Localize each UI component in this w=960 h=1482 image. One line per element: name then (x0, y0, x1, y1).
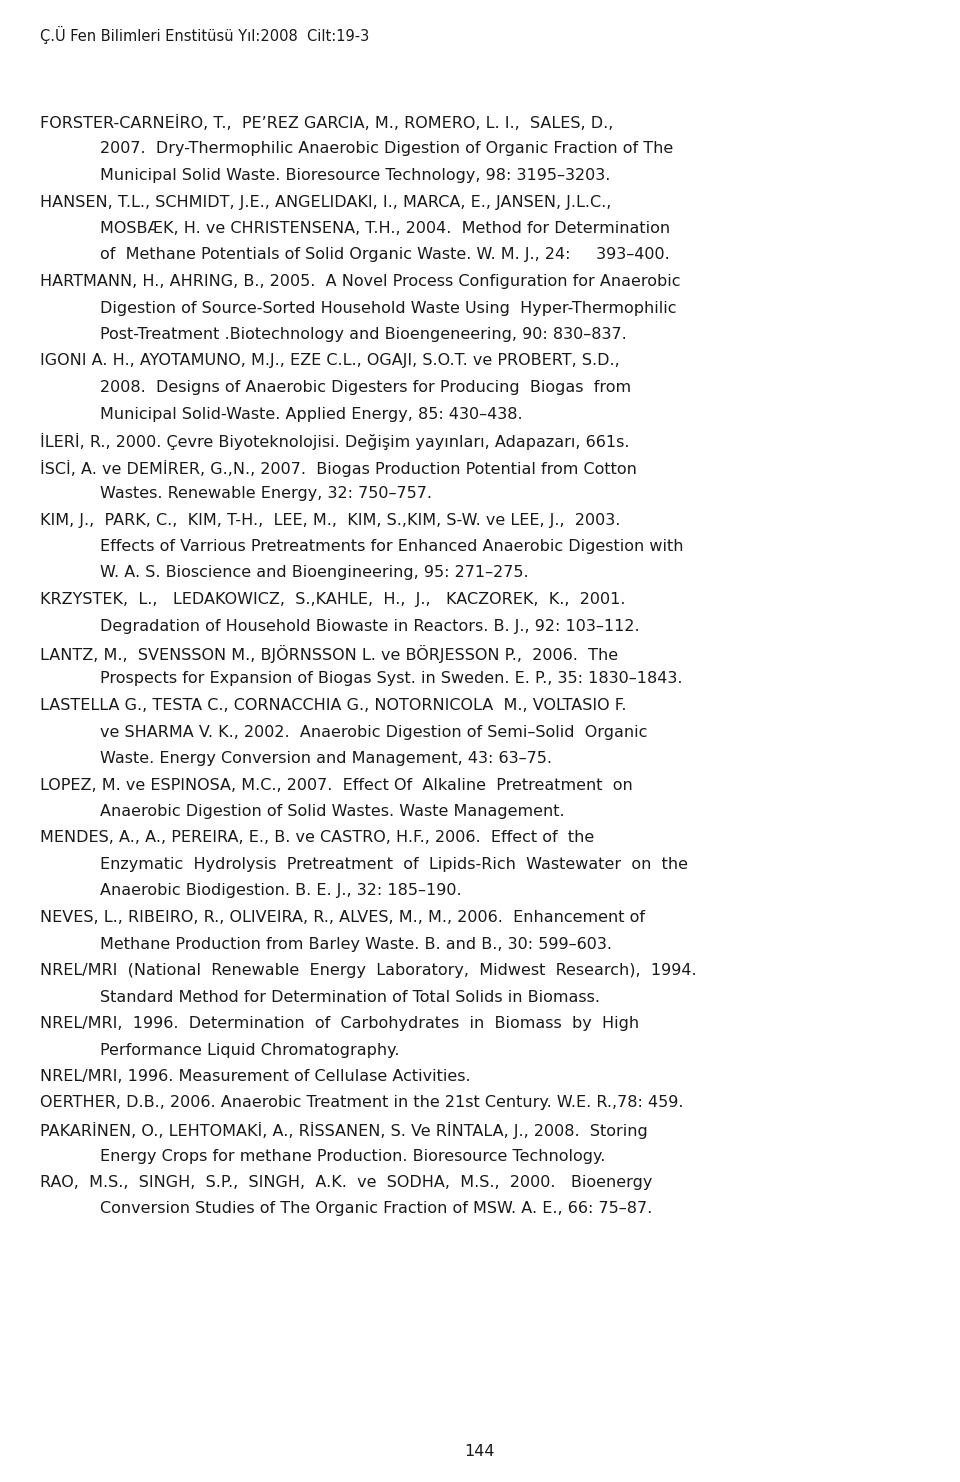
Text: Degradation of Household Biowaste in Reactors. B. J., 92: 103–112.: Degradation of Household Biowaste in Rea… (100, 618, 639, 633)
Text: ve SHARMA V. K., 2002.  Anaerobic Digestion of Semi–Solid  Organic: ve SHARMA V. K., 2002. Anaerobic Digesti… (100, 725, 647, 740)
Text: MENDES, A., A., PEREIRA, E., B. ve CASTRO, H.F., 2006.  Effect of  the: MENDES, A., A., PEREIRA, E., B. ve CASTR… (40, 830, 594, 846)
Text: Wastes. Renewable Energy, 32: 750–757.: Wastes. Renewable Energy, 32: 750–757. (100, 486, 432, 501)
Text: Energy Crops for methane Production. Bioresource Technology.: Energy Crops for methane Production. Bio… (100, 1149, 606, 1163)
Text: Waste. Energy Conversion and Management, 43: 63–75.: Waste. Energy Conversion and Management,… (100, 751, 552, 766)
Text: Municipal Solid Waste. Bioresource Technology, 98: 3195–3203.: Municipal Solid Waste. Bioresource Techn… (100, 167, 611, 182)
Text: Enzymatic  Hydrolysis  Pretreatment  of  Lipids-Rich  Wastewater  on  the: Enzymatic Hydrolysis Pretreatment of Lip… (100, 857, 688, 871)
Text: Performance Liquid Chromatography.: Performance Liquid Chromatography. (100, 1042, 399, 1058)
Text: 2008.  Designs of Anaerobic Digesters for Producing  Biogas  from: 2008. Designs of Anaerobic Digesters for… (100, 379, 631, 396)
Text: W. A. S. Bioscience and Bioengineering, 95: 271–275.: W. A. S. Bioscience and Bioengineering, … (100, 566, 529, 581)
Text: of  Methane Potentials of Solid Organic Waste. W. M. J., 24:     393–400.: of Methane Potentials of Solid Organic W… (100, 247, 670, 262)
Text: Municipal Solid-Waste. Applied Energy, 85: 430–438.: Municipal Solid-Waste. Applied Energy, 8… (100, 406, 522, 421)
Text: NEVES, L., RIBEIRO, R., OLIVEIRA, R., ALVES, M., M., 2006.  Enhancement of: NEVES, L., RIBEIRO, R., OLIVEIRA, R., AL… (40, 910, 645, 925)
Text: NREL/MRI,  1996.  Determination  of  Carbohydrates  in  Biomass  by  High: NREL/MRI, 1996. Determination of Carbohy… (40, 1017, 639, 1031)
Text: PAKARİNEN, O., LEHTOMAKİ, A., RİSSANEN, S. Ve RİNTALA, J., 2008.  Storing: PAKARİNEN, O., LEHTOMAKİ, A., RİSSANEN, … (40, 1122, 648, 1140)
Text: IGONI A. H., AYOTAMUNO, M.J., EZE C.L., OGAJI, S.O.T. ve PROBERT, S.D.,: IGONI A. H., AYOTAMUNO, M.J., EZE C.L., … (40, 354, 620, 369)
Text: RAO,  M.S.,  SINGH,  S.P.,  SINGH,  A.K.  ve  SODHA,  M.S.,  2000.   Bioenergy: RAO, M.S., SINGH, S.P., SINGH, A.K. ve S… (40, 1175, 653, 1190)
Text: NREL/MRI, 1996. Measurement of Cellulase Activities.: NREL/MRI, 1996. Measurement of Cellulase… (40, 1069, 470, 1083)
Text: İSCİ, A. ve DEMİRER, G.,N., 2007.  Biogas Production Potential from Cotton: İSCİ, A. ve DEMİRER, G.,N., 2007. Biogas… (40, 459, 636, 477)
Text: FORSTER-CARNEİRO, T.,  PEʼREZ GARCIA, M., ROMERO, L. I.,  SALES, D.,: FORSTER-CARNEİRO, T., PEʼREZ GARCIA, M.,… (40, 116, 613, 130)
Text: 2007.  Dry-Thermophilic Anaerobic Digestion of Organic Fraction of The: 2007. Dry-Thermophilic Anaerobic Digesti… (100, 141, 673, 157)
Text: Anaerobic Digestion of Solid Wastes. Waste Management.: Anaerobic Digestion of Solid Wastes. Was… (100, 805, 564, 820)
Text: Standard Method for Determination of Total Solids in Biomass.: Standard Method for Determination of Tot… (100, 990, 600, 1005)
Text: MOSBÆK, H. ve CHRISTENSENA, T.H., 2004.  Method for Determination: MOSBÆK, H. ve CHRISTENSENA, T.H., 2004. … (100, 221, 670, 236)
Text: KRZYSTEK,  L.,   LEDAKOWICZ,  S.,KAHLE,  H.,  J.,   KACZOREK,  K.,  2001.: KRZYSTEK, L., LEDAKOWICZ, S.,KAHLE, H., … (40, 591, 626, 608)
Text: İLERİ, R., 2000. Çevre Biyoteknolojisi. Değişim yayınları, Adapazarı, 661s.: İLERİ, R., 2000. Çevre Biyoteknolojisi. … (40, 433, 630, 451)
Text: Anaerobic Biodigestion. B. E. J., 32: 185–190.: Anaerobic Biodigestion. B. E. J., 32: 18… (100, 883, 462, 898)
Text: Post-Treatment .Biotechnology and Bioengeneering, 90: 830–837.: Post-Treatment .Biotechnology and Bioeng… (100, 328, 627, 342)
Text: Conversion Studies of The Organic Fraction of MSW. A. E., 66: 75–87.: Conversion Studies of The Organic Fracti… (100, 1202, 652, 1217)
Text: 144: 144 (465, 1443, 495, 1458)
Text: LASTELLA G., TESTA C., CORNACCHIA G., NOTORNICOLA  M., VOLTASIO F.: LASTELLA G., TESTA C., CORNACCHIA G., NO… (40, 698, 627, 713)
Text: LANTZ, M.,  SVENSSON M., BJÖRNSSON L. ve BÖRJESSON P.,  2006.  The: LANTZ, M., SVENSSON M., BJÖRNSSON L. ve … (40, 645, 618, 662)
Text: HANSEN, T.L., SCHMIDT, J.E., ANGELIDAKI, I., MARCA, E., JANSEN, J.L.C.,: HANSEN, T.L., SCHMIDT, J.E., ANGELIDAKI,… (40, 194, 612, 209)
Text: Digestion of Source-Sorted Household Waste Using  Hyper-Thermophilic: Digestion of Source-Sorted Household Was… (100, 301, 677, 316)
Text: Prospects for Expansion of Biogas Syst. in Sweden. E. P., 35: 1830–1843.: Prospects for Expansion of Biogas Syst. … (100, 671, 683, 686)
Text: KIM, J.,  PARK, C.,  KIM, T-H.,  LEE, M.,  KIM, S.,KIM, S-W. ve LEE, J.,  2003.: KIM, J., PARK, C., KIM, T-H., LEE, M., K… (40, 513, 620, 528)
Text: Methane Production from Barley Waste. B. and B., 30: 599–603.: Methane Production from Barley Waste. B.… (100, 937, 612, 951)
Text: OERTHER, D.B., 2006. Anaerobic Treatment in the 21st Century. W.E. R.,78: 459.: OERTHER, D.B., 2006. Anaerobic Treatment… (40, 1095, 684, 1110)
Text: Effects of Varrious Pretreatments for Enhanced Anaerobic Digestion with: Effects of Varrious Pretreatments for En… (100, 539, 684, 554)
Text: LOPEZ, M. ve ESPINOSA, M.C., 2007.  Effect Of  Alkaline  Pretreatment  on: LOPEZ, M. ve ESPINOSA, M.C., 2007. Effec… (40, 778, 633, 793)
Text: Ç.Ü Fen Bilimleri Enstitüsü Yıl:2008  Cilt:19-3: Ç.Ü Fen Bilimleri Enstitüsü Yıl:2008 Cil… (40, 27, 370, 44)
Text: NREL/MRI  (National  Renewable  Energy  Laboratory,  Midwest  Research),  1994.: NREL/MRI (National Renewable Energy Labo… (40, 963, 697, 978)
Text: HARTMANN, H., AHRING, B., 2005.  A Novel Process Configuration for Anaerobic: HARTMANN, H., AHRING, B., 2005. A Novel … (40, 274, 681, 289)
